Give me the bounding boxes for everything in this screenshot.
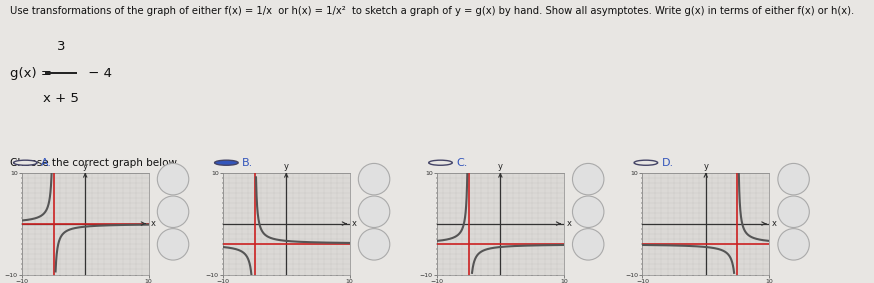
Text: B.: B.	[242, 158, 253, 168]
Circle shape	[635, 160, 657, 165]
Text: C.: C.	[456, 158, 468, 168]
Circle shape	[572, 196, 604, 228]
Circle shape	[157, 196, 189, 228]
Text: y: y	[498, 162, 503, 171]
Circle shape	[358, 196, 390, 228]
Text: y: y	[83, 162, 87, 171]
Circle shape	[157, 163, 189, 195]
Circle shape	[572, 229, 604, 260]
Circle shape	[428, 160, 453, 165]
Circle shape	[778, 163, 809, 195]
Circle shape	[157, 229, 189, 260]
Text: g(x) =: g(x) =	[10, 67, 57, 80]
Text: y: y	[284, 162, 288, 171]
Circle shape	[572, 163, 604, 195]
Circle shape	[778, 229, 809, 260]
Text: x: x	[772, 219, 777, 228]
Circle shape	[358, 163, 390, 195]
Text: x: x	[151, 219, 156, 228]
Text: Choose the correct graph below.: Choose the correct graph below.	[10, 158, 180, 168]
Text: D.: D.	[662, 158, 674, 168]
Text: x: x	[352, 219, 357, 228]
Text: y: y	[704, 162, 708, 171]
Circle shape	[214, 160, 238, 165]
Text: 3: 3	[57, 40, 66, 53]
Circle shape	[778, 196, 809, 228]
Circle shape	[14, 160, 37, 165]
Text: Use transformations of the graph of either f(x) = 1/x  or h(x) = 1/x²  to sketch: Use transformations of the graph of eith…	[10, 6, 855, 16]
Text: x: x	[566, 219, 572, 228]
Circle shape	[358, 229, 390, 260]
Text: − 4: − 4	[84, 67, 112, 80]
Text: x + 5: x + 5	[43, 92, 80, 105]
Text: A.: A.	[41, 158, 52, 168]
